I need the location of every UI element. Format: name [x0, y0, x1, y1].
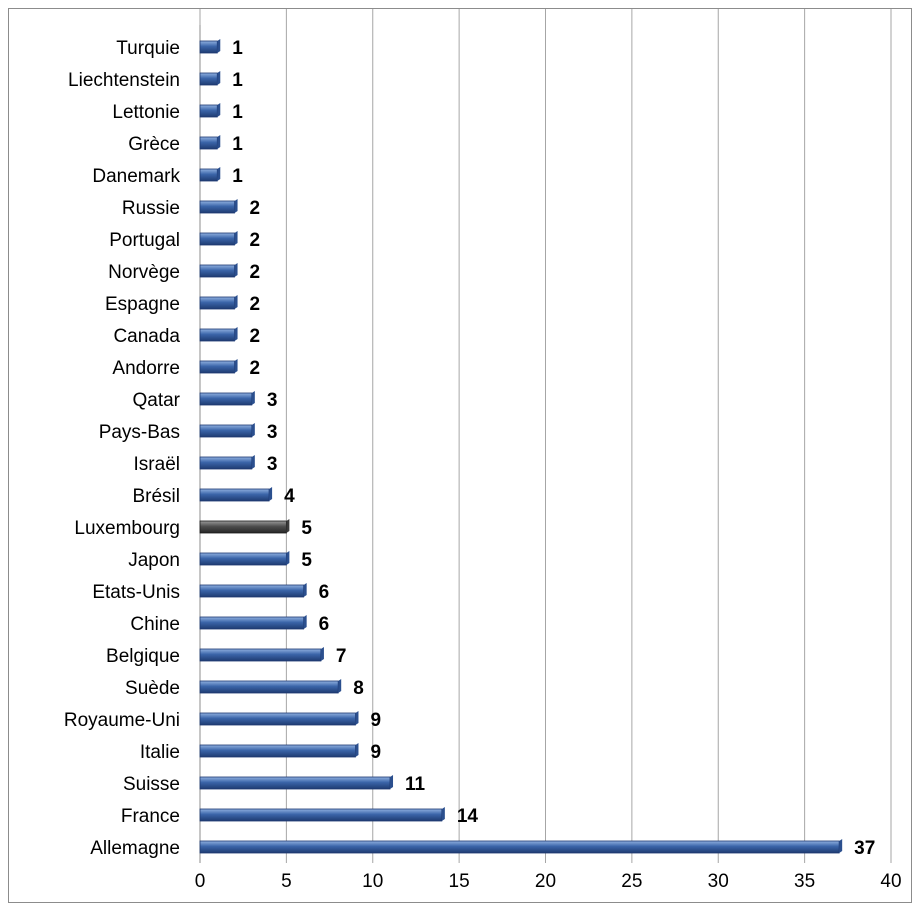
data-label: 2 [250, 326, 261, 347]
data-label: 1 [232, 70, 243, 91]
bars [199, 39, 843, 854]
category-label: Portugal [109, 230, 180, 251]
bar-andorre [199, 359, 238, 374]
x-tick-label: 30 [708, 871, 729, 892]
data-label: 11 [405, 774, 426, 795]
bar-qatar [199, 391, 255, 406]
x-tick-label: 5 [281, 871, 292, 892]
bar-gr-ce [199, 135, 221, 150]
category-label: Luxembourg [74, 518, 180, 539]
category-label: France [121, 806, 180, 827]
bar-russie [199, 199, 238, 214]
category-label: Qatar [132, 390, 180, 411]
category-label: Italie [140, 742, 180, 763]
x-tick-label: 35 [794, 871, 815, 892]
bar-royaume-uni [199, 711, 359, 726]
category-label: Chine [130, 614, 180, 635]
category-label: Norvège [108, 262, 180, 283]
data-label: 1 [232, 102, 243, 123]
x-tick-label: 15 [449, 871, 470, 892]
category-label: Canada [113, 326, 180, 347]
data-label: 1 [232, 166, 243, 187]
data-label: 1 [232, 38, 243, 59]
bar-japon [199, 551, 290, 566]
bar-espagne [199, 295, 238, 310]
category-labels: Turquie Liechtenstein Lettonie Grèce Danemar… [64, 38, 181, 859]
data-label: 2 [250, 230, 261, 251]
bar-pays-bas [199, 423, 255, 438]
gridlines [199, 9, 892, 863]
bar-norv-ge [199, 263, 238, 278]
data-label: 37 [854, 838, 875, 859]
bar-canada [199, 327, 238, 342]
data-label: 2 [250, 294, 261, 315]
bar-italie [199, 743, 359, 758]
data-label: 2 [250, 198, 261, 219]
bar-turquie [199, 39, 221, 54]
data-label: 5 [301, 518, 312, 539]
data-label: 6 [319, 614, 330, 635]
category-label: Brésil [132, 486, 180, 507]
category-label: Turquie [116, 38, 180, 59]
bar-su-de [199, 679, 342, 694]
bar-lettonie [199, 103, 221, 118]
bar-luxembourg [199, 519, 290, 534]
data-label: 1 [232, 134, 243, 155]
data-label: 9 [370, 710, 381, 731]
category-label: Japon [128, 550, 180, 571]
bar-chine [199, 615, 307, 630]
category-label: Russie [122, 198, 180, 219]
x-tick-label: 0 [195, 871, 206, 892]
category-label: Lettonie [112, 102, 180, 123]
data-label: 3 [267, 422, 278, 443]
bar-allemagne [199, 839, 843, 854]
category-label: Liechtenstein [68, 70, 180, 91]
data-label: 2 [250, 262, 261, 283]
data-label: 3 [267, 390, 278, 411]
bar-danemark [199, 167, 221, 182]
x-tick-label: 10 [362, 871, 383, 892]
chart-frame: Turquie Liechtenstein Lettonie Grèce Danemar… [8, 8, 912, 903]
data-label: 2 [250, 358, 261, 379]
bar-etats-unis [199, 583, 307, 598]
data-label: 6 [319, 582, 330, 603]
data-label: 14 [457, 806, 479, 827]
data-label: 4 [284, 486, 295, 507]
data-label: 9 [370, 742, 381, 763]
bar-liechtenstein [199, 71, 221, 86]
x-tick-label: 40 [880, 871, 901, 892]
x-tick-label: 20 [535, 871, 556, 892]
category-label: Danemark [92, 166, 180, 187]
category-label: Grèce [128, 134, 180, 155]
bar-france [199, 807, 445, 822]
x-tick-label: 25 [621, 871, 642, 892]
category-label: Etats-Unis [92, 582, 180, 603]
data-label: 8 [353, 678, 364, 699]
category-label: Israël [134, 454, 180, 475]
bar-portugal [199, 231, 238, 246]
category-label: Belgique [106, 646, 180, 667]
category-label: Allemagne [90, 838, 180, 859]
category-label: Espagne [105, 294, 180, 315]
data-label: 5 [301, 550, 312, 571]
data-label: 3 [267, 454, 278, 475]
bar-chart: Turquie Liechtenstein Lettonie Grèce Danemar… [64, 9, 902, 892]
bar-isra-l [199, 455, 255, 470]
data-label: 7 [336, 646, 347, 667]
bar-br-sil [199, 487, 273, 502]
category-label: Andorre [112, 358, 180, 379]
category-label: Suisse [123, 774, 180, 795]
bar-belgique [199, 647, 324, 662]
category-label: Suède [125, 678, 180, 699]
bar-suisse [199, 775, 394, 790]
x-axis-ticks: 0 5 10 15 20 25 30 35 40 [195, 871, 902, 892]
category-label: Royaume-Uni [64, 710, 180, 731]
category-label: Pays-Bas [99, 422, 180, 443]
